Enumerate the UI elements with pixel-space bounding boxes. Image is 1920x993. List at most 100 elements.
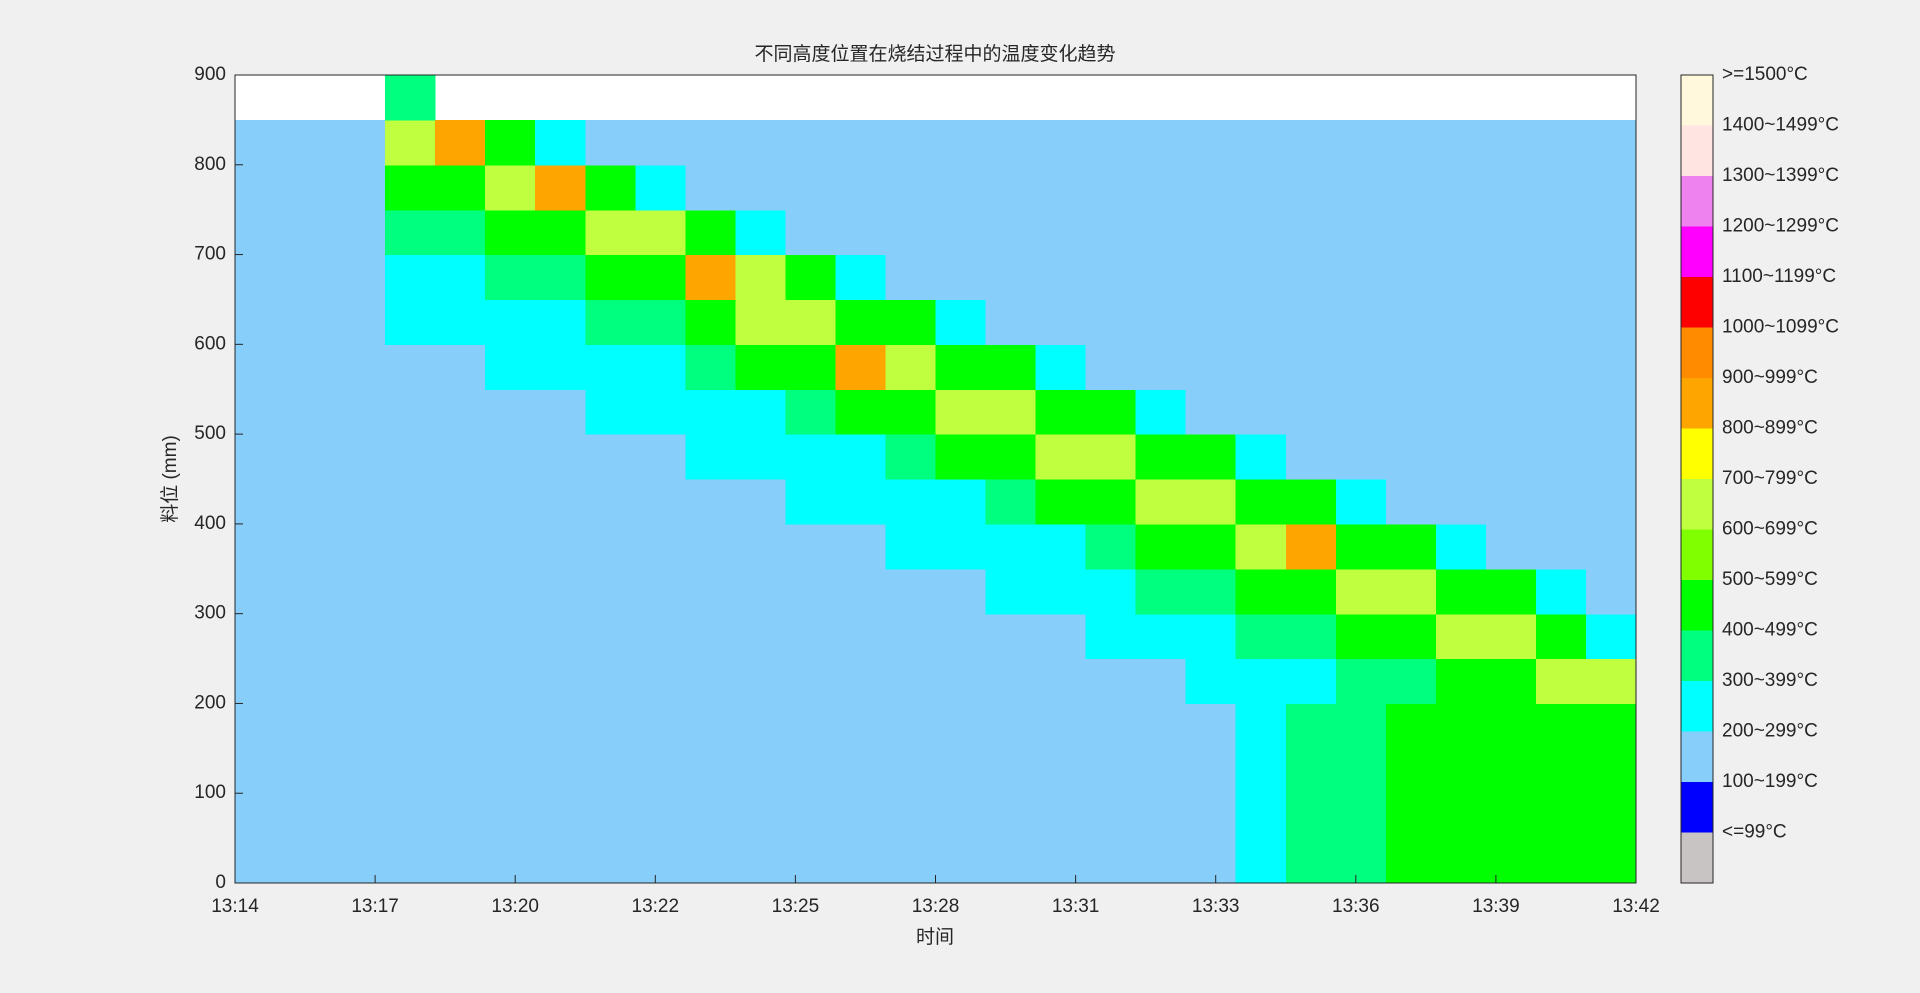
cell <box>285 389 336 435</box>
cell <box>435 748 486 794</box>
colorbar-label: 1400~1499°C <box>1722 115 1839 136</box>
cell <box>435 299 486 345</box>
cell <box>385 479 436 525</box>
cell <box>935 254 987 301</box>
cell <box>1585 434 1637 480</box>
cell <box>285 838 336 884</box>
cell <box>1435 793 1487 839</box>
cell <box>385 793 436 839</box>
cell <box>1085 119 1137 166</box>
cell <box>835 703 887 749</box>
cell <box>585 389 636 435</box>
cell <box>1035 703 1087 749</box>
cell <box>1135 479 1187 525</box>
cell <box>1235 209 1287 256</box>
cell <box>785 523 837 570</box>
cell <box>1385 703 1437 749</box>
cell <box>335 479 386 525</box>
cell <box>1035 299 1087 345</box>
cell <box>1285 703 1337 749</box>
cell <box>1585 658 1637 705</box>
cell <box>935 838 987 884</box>
cell <box>685 568 736 615</box>
cell <box>535 658 586 705</box>
cell <box>1585 119 1637 166</box>
cell <box>785 164 837 211</box>
x-tick-label: 13:20 <box>491 896 539 917</box>
cell <box>435 254 486 301</box>
cell <box>535 793 586 839</box>
cell <box>1185 164 1237 211</box>
cell <box>1035 748 1087 794</box>
cell <box>1335 344 1387 390</box>
cell <box>385 613 436 660</box>
cell <box>735 164 786 211</box>
cell <box>1585 389 1637 435</box>
cell <box>785 568 837 615</box>
cell <box>1135 119 1187 166</box>
cell <box>735 119 786 166</box>
cell <box>385 389 436 435</box>
x-tick-label: 13:25 <box>772 896 820 917</box>
cell <box>385 254 436 301</box>
cell <box>1285 344 1337 390</box>
cell <box>785 658 837 705</box>
cell <box>285 658 336 705</box>
y-axis-label: 料位 (mm) <box>159 435 181 523</box>
cell <box>535 703 586 749</box>
cell <box>585 793 636 839</box>
cell <box>1235 119 1287 166</box>
cell <box>1135 164 1187 211</box>
cell <box>235 209 286 256</box>
cell <box>1235 793 1287 839</box>
cell <box>1185 299 1237 345</box>
cell <box>785 793 837 839</box>
cell <box>235 793 286 839</box>
cell <box>1135 793 1187 839</box>
cell <box>1535 344 1587 390</box>
cell <box>1085 748 1137 794</box>
cell <box>1335 703 1387 749</box>
cell <box>585 838 636 884</box>
cell <box>1235 344 1287 390</box>
cell <box>585 299 636 345</box>
cell <box>485 838 536 884</box>
cell <box>1035 344 1087 390</box>
cell <box>885 119 937 166</box>
cell <box>235 389 286 435</box>
cell <box>1285 254 1337 301</box>
cell <box>585 164 636 211</box>
cell <box>285 613 336 660</box>
cell <box>835 299 887 345</box>
cell <box>735 254 786 301</box>
cell <box>435 613 486 660</box>
colorbar-segment <box>1681 428 1713 479</box>
cell <box>1035 523 1087 570</box>
cell <box>885 344 937 390</box>
cell <box>1385 523 1437 570</box>
cell <box>935 793 987 839</box>
cell <box>585 254 636 301</box>
cell <box>285 479 336 525</box>
cell <box>485 613 536 660</box>
cell <box>935 209 987 256</box>
cell <box>1485 299 1537 345</box>
cell <box>435 119 486 166</box>
colorbar-segment <box>1681 327 1713 378</box>
cell <box>385 748 436 794</box>
colorbar-segment <box>1681 479 1713 530</box>
cell <box>585 523 636 570</box>
colorbar-segment <box>1681 277 1713 328</box>
cell <box>935 479 987 525</box>
y-tick-label: 900 <box>194 64 226 85</box>
colorbar-label: 1100~1199°C <box>1722 266 1836 287</box>
cell <box>1135 703 1187 749</box>
cell <box>585 568 636 615</box>
cell <box>1335 299 1387 345</box>
cell <box>1385 299 1437 345</box>
cell <box>1035 479 1087 525</box>
cell <box>1285 793 1337 839</box>
cell <box>335 164 386 211</box>
cell <box>1185 838 1237 884</box>
colorbar-label: >=1500°C <box>1722 64 1808 85</box>
